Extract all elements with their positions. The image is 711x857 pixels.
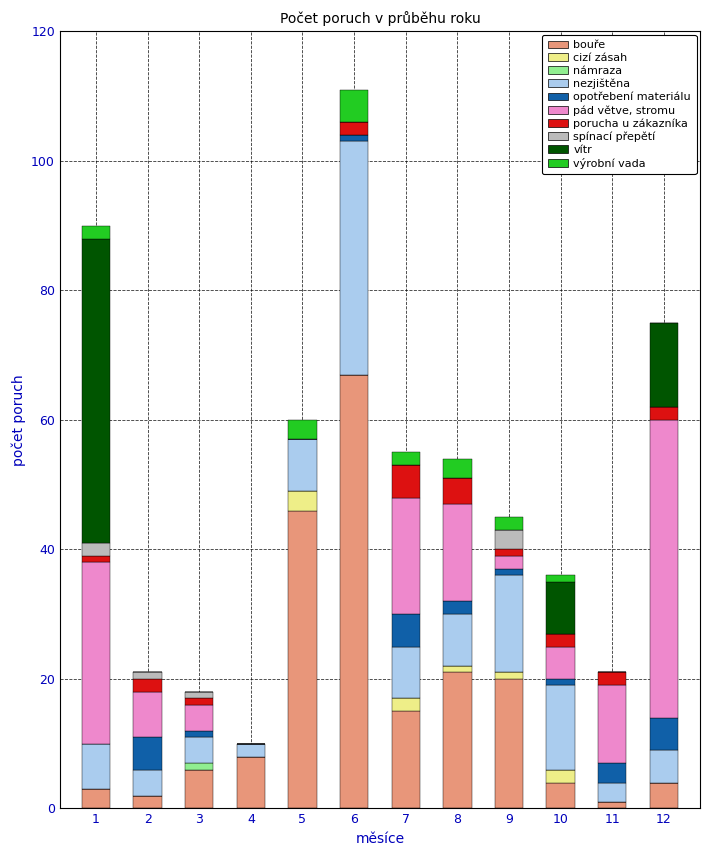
Bar: [340, 122, 368, 135]
Bar: [546, 633, 574, 646]
Bar: [392, 698, 420, 711]
Bar: [495, 569, 523, 575]
Bar: [598, 802, 626, 808]
Bar: [392, 646, 420, 698]
Bar: [134, 673, 162, 679]
X-axis label: měsíce: měsíce: [356, 832, 405, 846]
Bar: [650, 718, 678, 750]
Bar: [495, 549, 523, 556]
Bar: [650, 420, 678, 718]
Bar: [134, 692, 162, 737]
Bar: [82, 562, 110, 744]
Bar: [82, 225, 110, 238]
Bar: [495, 556, 523, 569]
Bar: [495, 530, 523, 549]
Bar: [598, 763, 626, 782]
Bar: [288, 511, 316, 808]
Bar: [443, 614, 471, 666]
Bar: [185, 704, 213, 731]
Bar: [392, 452, 420, 465]
Bar: [495, 517, 523, 530]
Bar: [650, 323, 678, 407]
Bar: [546, 770, 574, 782]
Bar: [288, 440, 316, 491]
Y-axis label: počet poruch: počet poruch: [11, 375, 26, 465]
Bar: [134, 770, 162, 795]
Bar: [340, 90, 368, 122]
Bar: [288, 491, 316, 511]
Bar: [650, 407, 678, 420]
Bar: [546, 582, 574, 633]
Bar: [495, 575, 523, 673]
Bar: [546, 575, 574, 582]
Bar: [237, 757, 265, 808]
Bar: [392, 614, 420, 646]
Bar: [392, 498, 420, 614]
Bar: [443, 666, 471, 673]
Bar: [82, 238, 110, 543]
Title: Počet poruch v průběhu roku: Počet poruch v průběhu roku: [279, 11, 480, 26]
Bar: [185, 763, 213, 770]
Bar: [392, 465, 420, 498]
Bar: [288, 420, 316, 440]
Bar: [443, 478, 471, 504]
Bar: [134, 795, 162, 808]
Bar: [650, 782, 678, 808]
Bar: [82, 789, 110, 808]
Bar: [185, 737, 213, 763]
Bar: [443, 673, 471, 808]
Bar: [185, 770, 213, 808]
Bar: [82, 556, 110, 562]
Legend: bouře, cizí zásah, námraza, nezjištěna, opotřebení materiálu, pád větve, stromu,: bouře, cizí zásah, námraza, nezjištěna, …: [542, 35, 697, 174]
Bar: [340, 135, 368, 141]
Bar: [340, 141, 368, 375]
Bar: [185, 692, 213, 698]
Bar: [82, 744, 110, 789]
Bar: [82, 543, 110, 556]
Bar: [185, 698, 213, 704]
Bar: [495, 673, 523, 679]
Bar: [443, 504, 471, 602]
Bar: [443, 602, 471, 614]
Bar: [546, 686, 574, 770]
Bar: [598, 782, 626, 802]
Bar: [237, 744, 265, 757]
Bar: [185, 731, 213, 737]
Bar: [650, 750, 678, 782]
Bar: [546, 782, 574, 808]
Bar: [598, 686, 626, 763]
Bar: [546, 646, 574, 679]
Bar: [340, 375, 368, 808]
Bar: [546, 679, 574, 686]
Bar: [134, 737, 162, 770]
Bar: [392, 711, 420, 808]
Bar: [495, 679, 523, 808]
Bar: [134, 679, 162, 692]
Bar: [598, 673, 626, 686]
Bar: [443, 458, 471, 478]
